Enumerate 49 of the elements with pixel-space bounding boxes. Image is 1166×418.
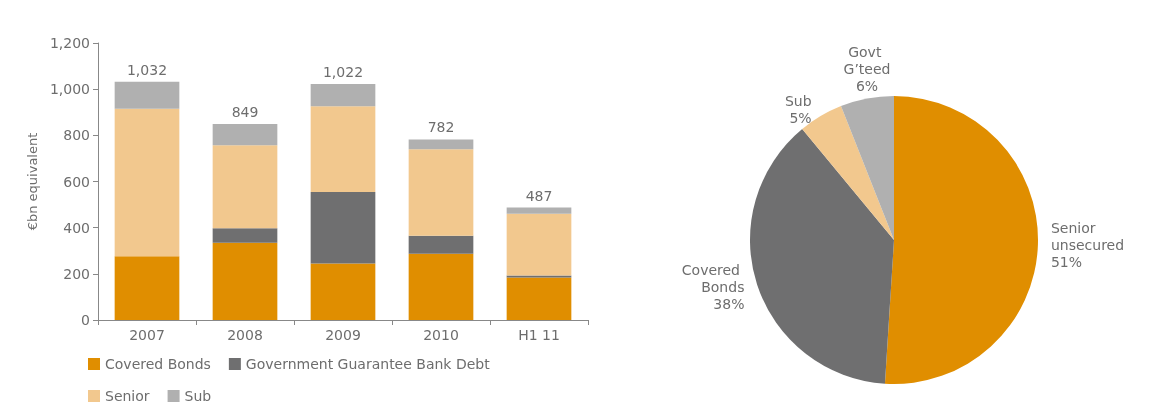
bar <box>114 81 180 109</box>
y-tick-label: 400 <box>63 219 90 236</box>
bar <box>506 207 572 214</box>
y-tick-label: 1,000 <box>49 81 90 98</box>
bar <box>506 213 572 276</box>
bar <box>212 242 278 320</box>
slice-label: Senior unsecured <box>1050 219 1125 253</box>
data-label: 5% <box>789 109 812 126</box>
bar <box>408 253 474 320</box>
bar <box>408 235 474 254</box>
bar <box>114 108 180 257</box>
bar <box>506 275 572 278</box>
x-tick-label: 2007 <box>129 327 165 343</box>
y-tick-label: 200 <box>63 265 90 282</box>
x-tick-label: 2008 <box>227 327 263 343</box>
y-tick-label: 0 <box>81 312 90 328</box>
total-label: 487 <box>525 187 553 204</box>
slice-label: Sub <box>784 92 812 109</box>
bar <box>408 139 474 150</box>
slice-label: Covered Bonds <box>681 261 745 295</box>
total-label: 782 <box>427 119 455 136</box>
bar <box>310 192 376 264</box>
bar <box>212 145 278 229</box>
bar <box>212 124 278 146</box>
legend-label: Covered Bonds <box>105 356 211 372</box>
bar <box>506 277 572 320</box>
bar <box>114 256 180 320</box>
bar <box>310 84 376 107</box>
bar <box>408 149 474 236</box>
y-tick-label: 1,200 <box>49 35 90 51</box>
data-label: 51% <box>1050 253 1083 270</box>
data-label: 38% <box>713 295 745 312</box>
x-tick-label: 2009 <box>325 327 361 343</box>
x-tick-label: 2010 <box>423 327 459 343</box>
bar <box>310 106 376 193</box>
bar <box>310 263 376 320</box>
y-tick-label: 800 <box>63 127 90 144</box>
legend-label: Government Guarantee Bank Debt <box>245 356 491 372</box>
total-label: 1,022 <box>322 64 364 81</box>
x-tick-label: H1 11 <box>518 327 560 343</box>
y-axis-title: €bn equivalent <box>25 132 41 231</box>
data-label: 6% <box>855 78 879 95</box>
bar <box>212 228 278 243</box>
total-label: 849 <box>231 104 259 121</box>
legend-label: Sub <box>184 388 212 404</box>
total-label: 1,032 <box>126 61 168 78</box>
slice-label: Govt G’teed <box>843 44 891 78</box>
legend-label: Senior <box>105 388 150 404</box>
y-tick-label: 600 <box>63 173 90 190</box>
